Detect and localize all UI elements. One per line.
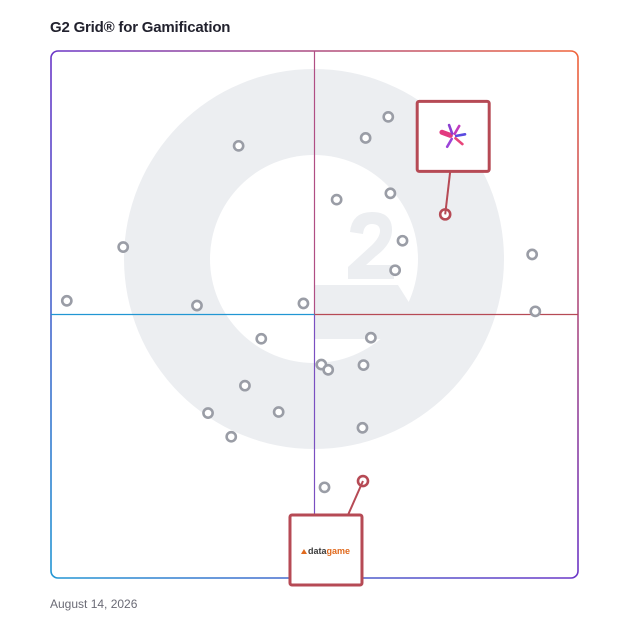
callout-connector [347, 480, 364, 516]
grid-date: August 14, 2026 [50, 597, 138, 611]
watermark-arrow [314, 285, 415, 339]
scatter-point [359, 132, 372, 144]
scatter-point [396, 234, 409, 247]
scatter-point [117, 241, 130, 253]
scatter-point [191, 299, 203, 312]
callout-box [288, 513, 364, 587]
datagame-logo-text-dark: data [308, 546, 328, 556]
datagame-logo: datagame [300, 546, 350, 556]
scatter-point [389, 264, 402, 277]
datagame-logo-text-accent: game [326, 546, 350, 556]
datagame-logo-text: datagame [308, 546, 350, 556]
scatter-point [318, 481, 331, 494]
scatter-point [322, 363, 335, 376]
datagame-logo-mark [300, 549, 307, 555]
scatter-point [232, 139, 245, 152]
scatter-point [297, 297, 310, 310]
callout-box [415, 99, 491, 173]
scatter-point [202, 407, 214, 419]
scatter-point [526, 248, 539, 261]
scatter-point [357, 359, 370, 371]
quadrant-dividers [51, 51, 578, 578]
scatter-point [225, 430, 238, 443]
scatter-point [384, 187, 397, 200]
scatter-point [239, 379, 251, 392]
scatter-point [255, 332, 268, 345]
scatter-point [60, 294, 73, 307]
scatter-points [60, 110, 542, 494]
scatter-point [272, 406, 285, 418]
scatter-point [356, 421, 369, 434]
page-title: G2 Grid® for Gamification [50, 19, 231, 36]
scatter-point [364, 331, 377, 344]
pinwheel-logo-icon [439, 123, 467, 149]
highlight-callouts: datagame [288, 99, 491, 587]
scatter-point [529, 305, 542, 318]
scatter-point [382, 110, 395, 123]
callout-connector [444, 171, 452, 215]
scatter-point [330, 193, 343, 206]
watermark-two [348, 212, 394, 279]
